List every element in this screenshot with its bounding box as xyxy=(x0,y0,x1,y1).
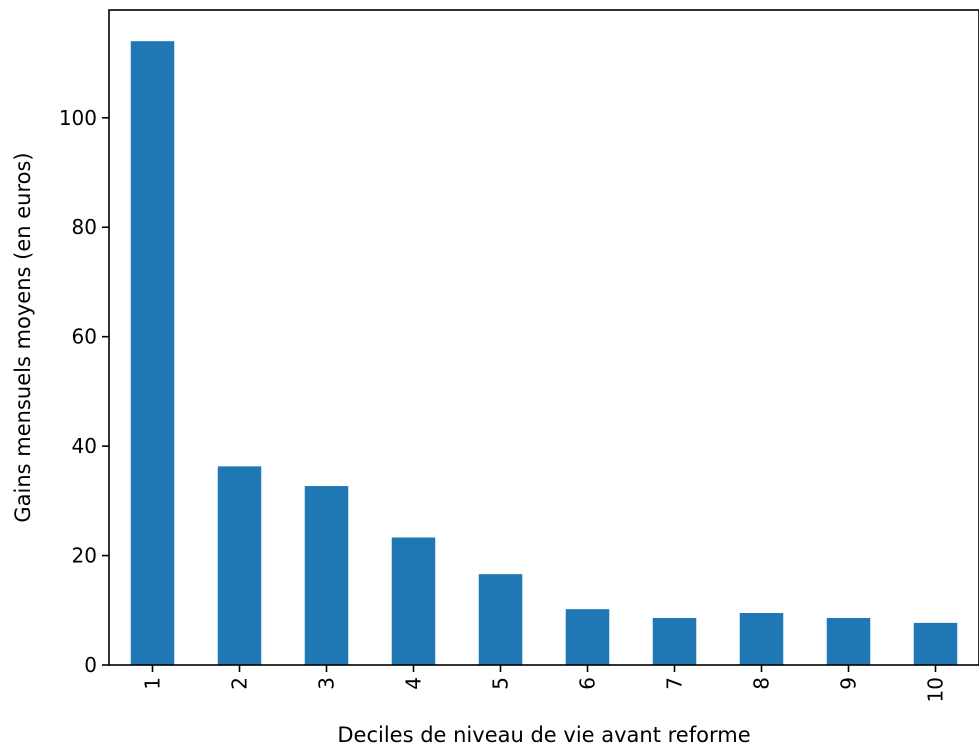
bar-2 xyxy=(217,466,262,665)
bar-7 xyxy=(652,617,697,665)
x-tick-label: 10 xyxy=(924,677,948,702)
y-axis-ticks: 0 20 40 60 80 100 xyxy=(59,106,109,677)
bar-6 xyxy=(565,609,610,665)
x-tick-label: 1 xyxy=(141,677,165,690)
bars-group xyxy=(130,41,958,665)
y-tick-label: 80 xyxy=(72,215,97,239)
y-tick-label: 20 xyxy=(72,544,97,568)
y-tick-label: 0 xyxy=(84,653,97,677)
x-axis-label: Deciles de niveau de vie avant reforme xyxy=(337,723,750,747)
bar-10 xyxy=(913,622,958,665)
x-tick-label: 2 xyxy=(228,677,252,690)
bar-5 xyxy=(478,574,523,665)
bar-1 xyxy=(130,41,175,665)
x-tick-label: 7 xyxy=(663,677,687,690)
plot-frame xyxy=(108,9,979,666)
x-tick-label: 9 xyxy=(837,677,861,690)
bar-8 xyxy=(739,613,784,665)
bar-9 xyxy=(826,617,871,665)
x-tick-label: 4 xyxy=(402,677,426,690)
x-tick-label: 6 xyxy=(576,677,600,690)
y-tick-label: 40 xyxy=(72,434,97,458)
y-tick-label: 60 xyxy=(72,325,97,349)
x-axis-ticks: 1 2 3 4 5 6 7 8 9 10 xyxy=(141,665,948,702)
y-axis-label: Gains mensuels moyens (en euros) xyxy=(11,152,35,522)
bar-4 xyxy=(391,537,436,665)
bar-3 xyxy=(304,486,349,665)
x-tick-label: 8 xyxy=(750,677,774,690)
x-tick-label: 3 xyxy=(315,677,339,690)
y-tick-label: 100 xyxy=(59,106,97,130)
x-tick-label: 5 xyxy=(489,677,513,690)
